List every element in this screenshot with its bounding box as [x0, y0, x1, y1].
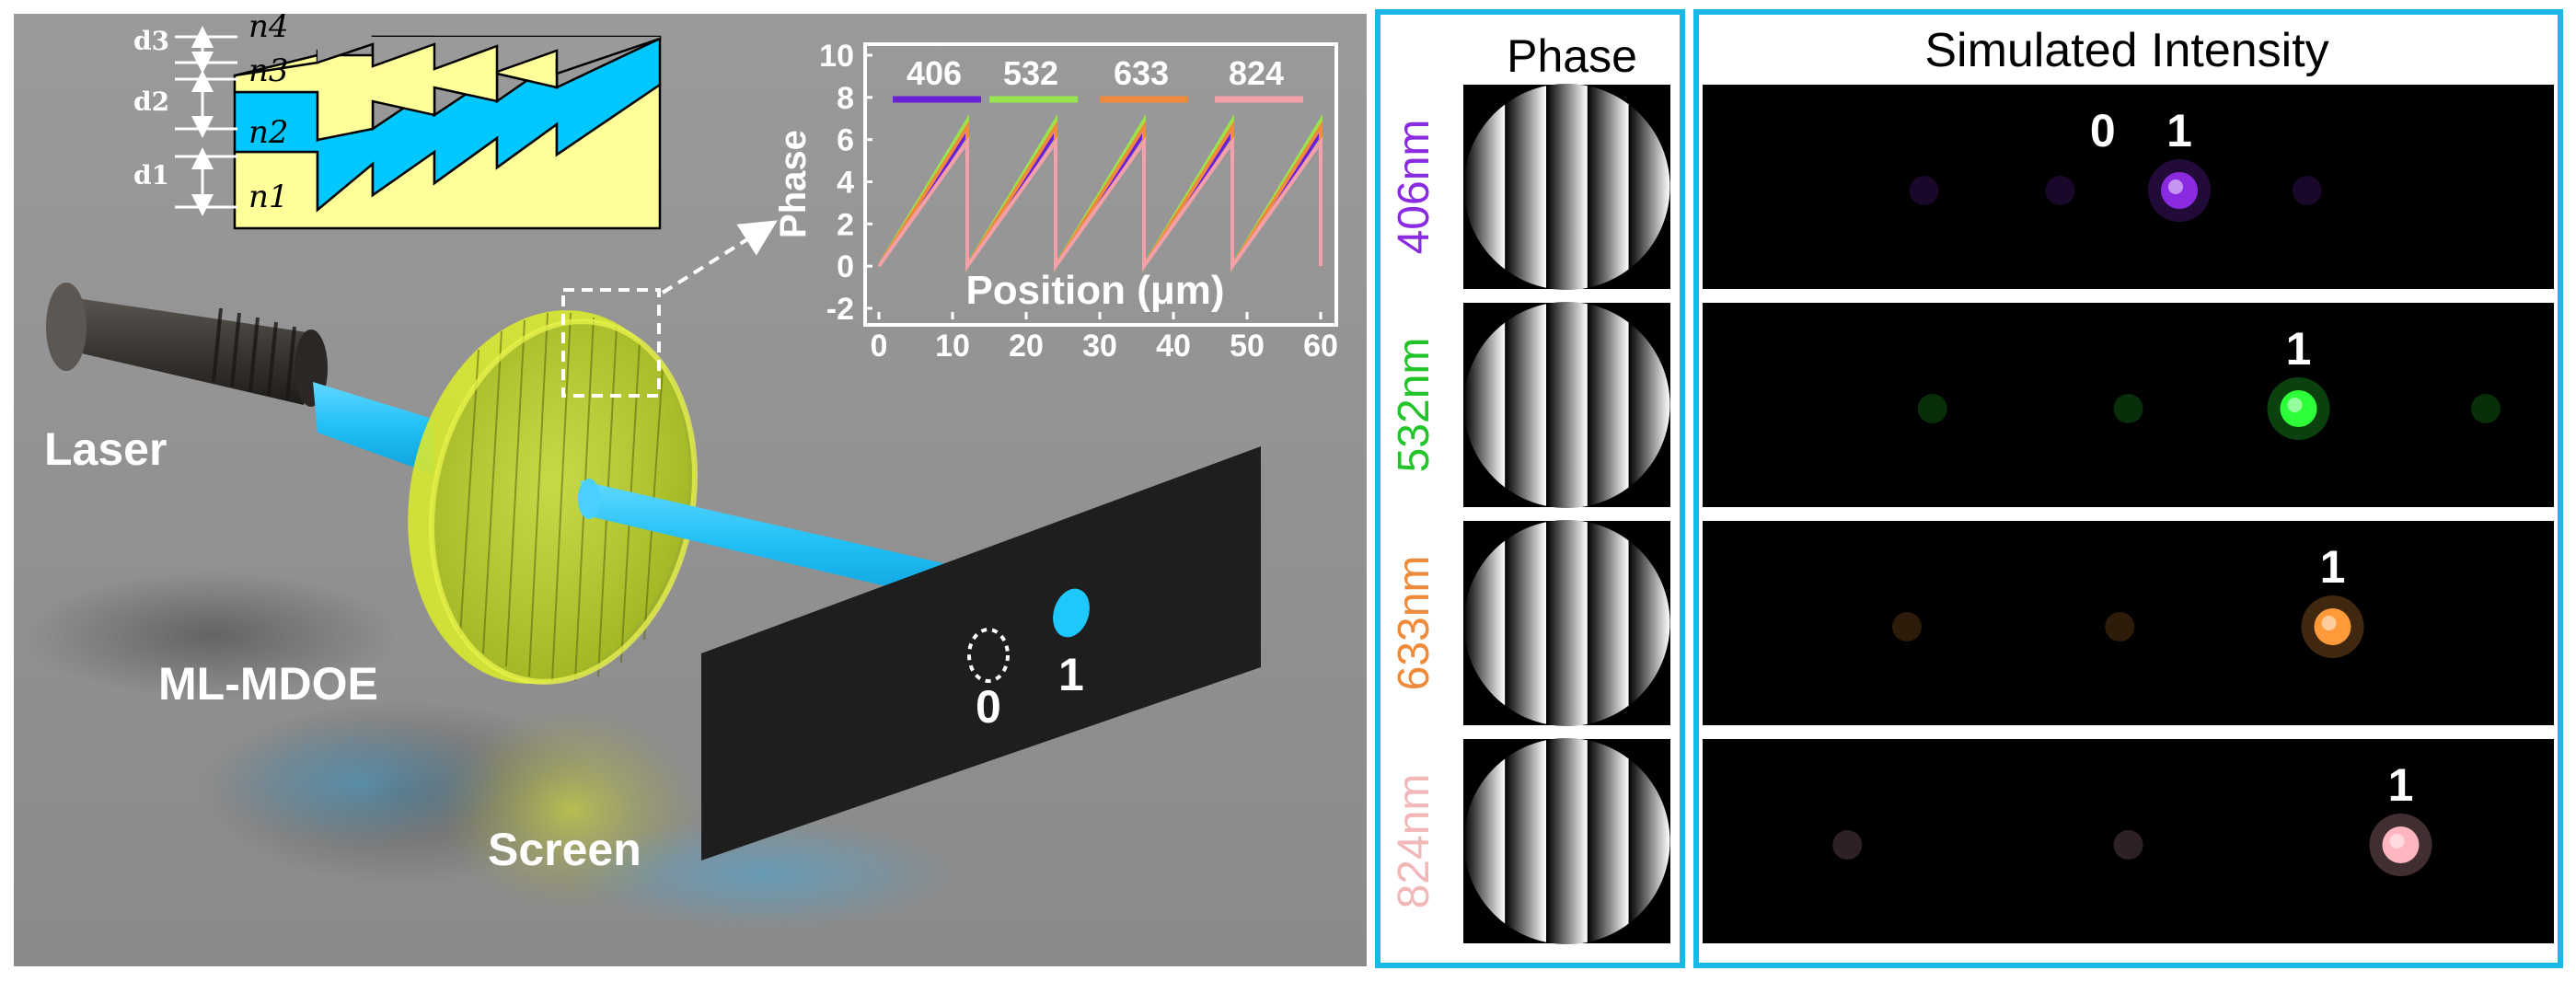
intensity-tile	[1703, 521, 2554, 725]
x-tick-label: 10	[935, 329, 970, 364]
n1-label: n1	[248, 179, 289, 215]
x-tick-label: 40	[1156, 329, 1191, 364]
d3-label: d3	[133, 26, 169, 56]
order0-label: 0	[2090, 105, 2116, 156]
ghost-spot	[1917, 394, 1947, 423]
order0-label: 0	[976, 681, 1001, 733]
phase-chart: 0 10 20 30 40 50 60 -2 0 2 4 6 8 10 406 532 633 824 Phas…	[773, 39, 1338, 364]
legend-label-406: 406	[907, 54, 962, 92]
ghost-spot	[2045, 176, 2075, 205]
chart-xlabel: Position (μm)	[965, 268, 1224, 313]
x-tick-label: 30	[1082, 329, 1117, 364]
intensity-tile	[1703, 303, 2554, 507]
beam-blue-reflection-2	[571, 819, 957, 930]
order1-label: 1	[1058, 649, 1084, 700]
legend-label-633: 633	[1114, 54, 1169, 92]
phase-mask	[1463, 520, 1670, 726]
legend-label-824: 824	[1229, 54, 1284, 92]
legend-label-532: 532	[1003, 54, 1058, 92]
row-633nm: 633nm 1	[1390, 520, 2554, 726]
y-tick-label: 8	[837, 81, 854, 116]
top-teeth-outline	[317, 37, 661, 75]
spot-highlight	[2168, 179, 2183, 194]
top-teeth	[318, 37, 660, 74]
order0-marker	[967, 628, 1010, 683]
beam-blue-reflection	[212, 718, 506, 847]
ghost-spot	[2105, 612, 2135, 641]
zoom-arrow	[661, 220, 778, 295]
order1-spot	[1053, 588, 1090, 638]
y-tick-label: 2	[837, 207, 854, 242]
phase-mask	[1463, 84, 1670, 290]
x-tick-label: 60	[1303, 329, 1338, 364]
wavelength-label: 532nm	[1390, 338, 1438, 473]
ghost-spot	[2292, 176, 2322, 205]
spot-highlight	[2321, 616, 2337, 630]
chart-frame	[863, 42, 1338, 327]
laser	[46, 283, 328, 407]
doe-disc	[408, 310, 698, 685]
wavelength-label: 824nm	[1390, 774, 1438, 909]
phase-mask	[1463, 738, 1670, 944]
y-tick-label: 0	[837, 249, 854, 284]
dimension-lines	[175, 25, 237, 216]
order1-label: 1	[2388, 759, 2414, 811]
phase-header: Phase	[1507, 30, 1637, 82]
y-tick-label: 4	[837, 166, 854, 201]
doe-label: ML-MDOE	[158, 658, 378, 710]
chart-ticks: 0 10 20 30 40 50 60 -2 0 2 4 6 8 10	[819, 39, 1338, 364]
row-406nm: 406nm 10	[1390, 84, 2554, 290]
order1-label: 1	[2320, 541, 2346, 593]
y-tick-label: 6	[837, 123, 854, 158]
chart-ylabel: Phase	[773, 130, 814, 238]
intensity-header: Simulated Intensity	[1924, 24, 2328, 77]
d2-label: d2	[133, 87, 169, 117]
n4-label: n4	[248, 8, 289, 45]
row-532nm: 532nm 1	[1390, 302, 2554, 508]
wavelength-label: 633nm	[1390, 556, 1438, 691]
ghost-spot	[2471, 394, 2501, 423]
wavelength-label: 406nm	[1390, 120, 1438, 255]
spot-highlight	[2287, 398, 2303, 412]
chart-legend: 406 532 633 824	[893, 54, 1303, 103]
scene-panel: Laser ML-MDOE Screen 0 1	[14, 14, 1367, 966]
laser-label: Laser	[44, 423, 167, 475]
y-tick-label: 10	[819, 39, 854, 74]
order1-label: 1	[2286, 323, 2312, 375]
beam-out	[580, 480, 976, 607]
x-tick-label: 20	[1009, 329, 1044, 364]
phase-mask	[1463, 302, 1670, 508]
n3-label: n3	[248, 52, 289, 89]
n2-label: n2	[248, 114, 289, 151]
y-tick-label: -2	[826, 292, 854, 327]
d1-label: d1	[133, 160, 169, 191]
x-tick-label: 0	[871, 329, 888, 364]
x-tick-label: 50	[1230, 329, 1265, 364]
chart-lines	[877, 113, 1323, 273]
ghost-spot	[2113, 830, 2143, 860]
beam-in	[313, 382, 433, 474]
screen	[701, 446, 1261, 861]
spot-highlight	[2389, 834, 2405, 849]
ghost-spot	[1909, 176, 1939, 205]
intensity-tile	[1703, 85, 2554, 289]
zoom-box	[561, 288, 661, 398]
series-line-824	[877, 135, 1323, 272]
structure-inset: d3 d2 d1 n4 n3 n2 n1	[133, 8, 662, 230]
ghost-spot	[1892, 612, 1922, 641]
screen-label: Screen	[488, 824, 641, 875]
laser-shadow	[28, 571, 396, 699]
ghost-spot	[2113, 394, 2143, 423]
ghost-spot	[1832, 830, 1863, 860]
order1-label: 1	[2166, 105, 2192, 156]
row-824nm: 824nm 1	[1390, 738, 2554, 944]
